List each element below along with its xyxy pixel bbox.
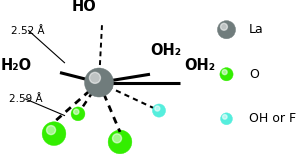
Ellipse shape xyxy=(222,70,227,75)
Ellipse shape xyxy=(220,23,227,30)
Ellipse shape xyxy=(220,68,233,81)
Text: H₂O: H₂O xyxy=(1,59,32,73)
Ellipse shape xyxy=(108,130,132,154)
Ellipse shape xyxy=(46,126,56,135)
Text: OH or F: OH or F xyxy=(249,112,296,125)
Text: HO: HO xyxy=(72,0,96,14)
Ellipse shape xyxy=(42,122,66,146)
Ellipse shape xyxy=(218,21,236,39)
Ellipse shape xyxy=(85,68,113,97)
Ellipse shape xyxy=(71,107,85,121)
Ellipse shape xyxy=(74,109,79,114)
Text: O: O xyxy=(249,68,259,81)
Ellipse shape xyxy=(89,72,100,83)
Text: 2.52 Å: 2.52 Å xyxy=(11,26,44,35)
Text: OH₂: OH₂ xyxy=(150,43,181,58)
Ellipse shape xyxy=(152,104,166,117)
Ellipse shape xyxy=(155,106,160,111)
Text: OH₂: OH₂ xyxy=(184,59,216,73)
Ellipse shape xyxy=(223,115,227,119)
Text: 2.59 Å: 2.59 Å xyxy=(9,94,43,104)
Ellipse shape xyxy=(112,134,122,143)
Text: La: La xyxy=(249,23,264,36)
Ellipse shape xyxy=(220,113,232,125)
